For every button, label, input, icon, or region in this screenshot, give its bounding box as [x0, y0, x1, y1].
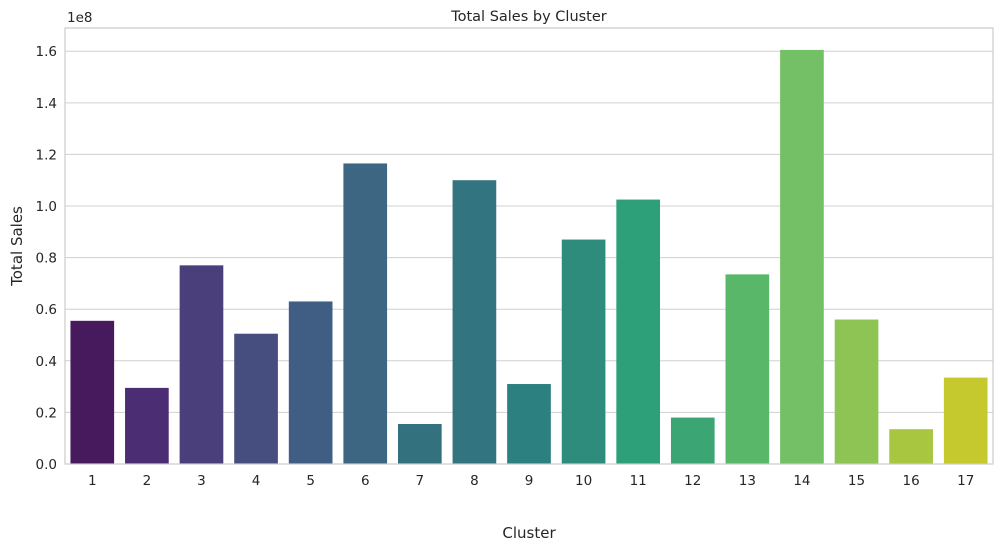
- bar-cluster-6: [343, 163, 388, 464]
- bar-cluster-3: [179, 265, 224, 464]
- bar-cluster-15: [834, 319, 879, 464]
- plot-frame: [64, 27, 994, 465]
- bars: [70, 49, 988, 465]
- bar-cluster-4: [234, 333, 278, 464]
- y-tick-label: 0.8: [36, 251, 57, 267]
- bar-cluster-7: [397, 424, 442, 464]
- bar-cluster-11: [616, 199, 661, 464]
- y-tick-label: 1.4: [36, 96, 57, 112]
- chart-title: Total Sales by Cluster: [450, 9, 607, 25]
- x-axis-label: Cluster: [502, 524, 556, 542]
- x-tick-label: 5: [306, 473, 315, 489]
- y-tick-label: 1.0: [36, 199, 57, 215]
- x-tick-label: 3: [197, 473, 206, 489]
- x-tick-label: 15: [848, 473, 865, 489]
- y-tick-label: 0.2: [36, 405, 57, 421]
- x-tick-label: 13: [739, 473, 756, 489]
- y-axis-label: Total Sales: [8, 206, 26, 287]
- y-tick-label: 1.2: [36, 147, 57, 163]
- y-tick-label: 0.0: [36, 457, 57, 473]
- bar-cluster-13: [725, 274, 770, 464]
- x-tick-labels: 1 2 3 4 5 6 7 8 9 10 11 12 13 14 15 16 17: [88, 473, 974, 489]
- bar-cluster-12: [670, 417, 715, 464]
- bar-cluster-17: [943, 377, 988, 464]
- bar-cluster-8: [452, 180, 497, 464]
- y-tick-labels: 0.0 0.2 0.4 0.6 0.8 1.0 1.2 1.4 1.6: [36, 44, 57, 473]
- bar-cluster-2: [125, 387, 169, 464]
- bar-cluster-9: [507, 384, 551, 464]
- x-tick-label: 11: [630, 473, 647, 489]
- bar-cluster-10: [561, 239, 606, 464]
- y-tick-label: 1.6: [36, 44, 57, 60]
- x-tick-label: 4: [252, 473, 261, 489]
- y-tick-label: 0.4: [36, 354, 57, 370]
- x-tick-label: 2: [143, 473, 152, 489]
- y-tick-label: 0.6: [36, 302, 57, 318]
- x-tick-label: 16: [903, 473, 920, 489]
- bar-cluster-5: [288, 301, 333, 464]
- y-offset-label: 1e8: [67, 10, 92, 26]
- x-tick-label: 10: [575, 473, 592, 489]
- x-tick-label: 1: [88, 473, 97, 489]
- x-tick-label: 8: [470, 473, 479, 489]
- x-tick-label: 14: [793, 473, 810, 489]
- bar-cluster-1: [70, 320, 115, 464]
- x-tick-label: 9: [525, 473, 534, 489]
- x-tick-label: 12: [684, 473, 701, 489]
- x-tick-label: 7: [416, 473, 425, 489]
- x-tick-label: 6: [361, 473, 370, 489]
- bar-cluster-16: [889, 429, 933, 464]
- x-tick-label: 17: [957, 473, 974, 489]
- bar-cluster-14: [780, 49, 824, 465]
